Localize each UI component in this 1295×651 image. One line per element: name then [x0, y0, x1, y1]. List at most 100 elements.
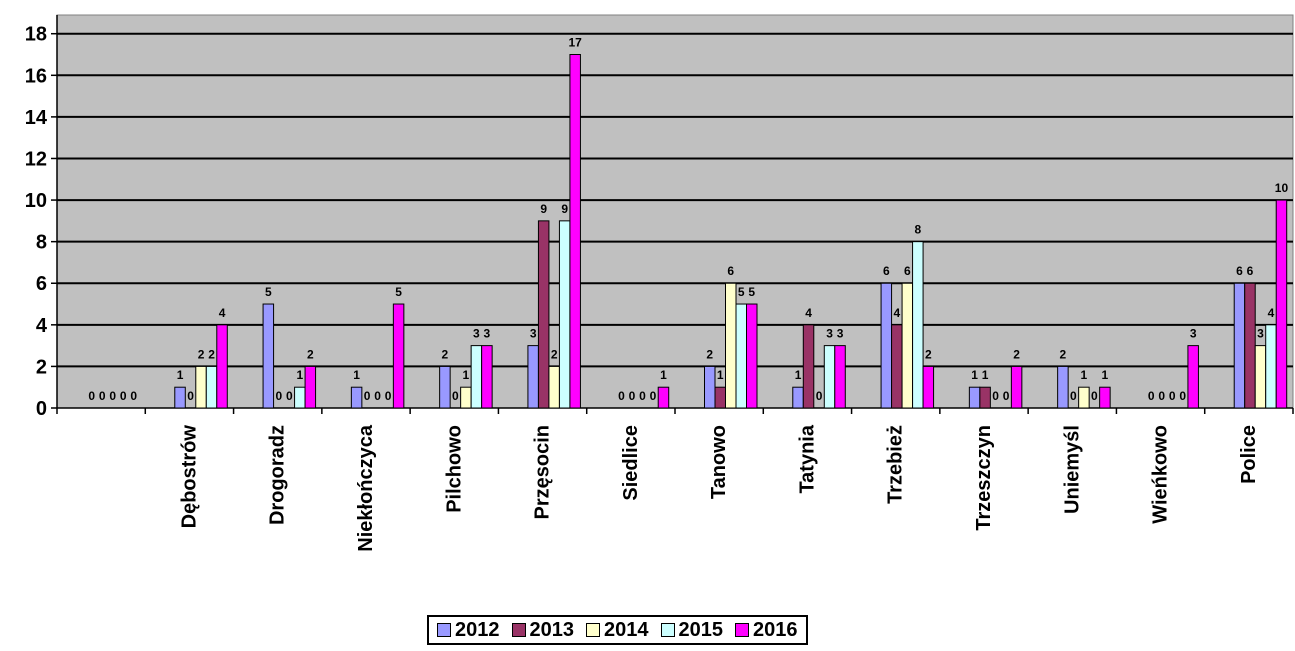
data-label: 4	[893, 306, 900, 320]
bar	[968, 386, 981, 409]
bar	[1244, 282, 1256, 409]
data-label: 0	[88, 389, 95, 403]
y-tick-label: 16	[25, 65, 47, 87]
data-label: 3	[1257, 327, 1264, 341]
data-label: 0	[1091, 389, 1098, 403]
data-label: 0	[187, 389, 194, 403]
bar	[1057, 365, 1069, 409]
data-label: 3	[484, 327, 491, 341]
data-label: 1	[177, 368, 184, 382]
data-label: 0	[452, 389, 459, 403]
bar	[979, 386, 991, 409]
data-label: 2	[307, 347, 314, 361]
legend-label: 2014	[604, 618, 649, 641]
category-label: Tatynia	[796, 424, 818, 493]
category-label: Trzeszczyn	[973, 425, 995, 531]
legend-swatch	[735, 623, 749, 637]
data-label: 6	[1247, 264, 1254, 278]
bar	[1254, 345, 1267, 409]
data-label: 1	[1081, 368, 1088, 382]
legend-item: 2014	[586, 619, 649, 642]
data-label: 1	[296, 368, 303, 382]
data-label: 6	[904, 264, 911, 278]
bar	[548, 365, 560, 409]
y-tick-label: 14	[25, 107, 48, 129]
data-label: 0	[1179, 389, 1186, 403]
data-label: 1	[353, 368, 360, 382]
data-label: 0	[1070, 389, 1077, 403]
bar	[537, 220, 550, 409]
data-label: 0	[130, 389, 137, 403]
data-label: 0	[1169, 389, 1176, 403]
bar	[527, 345, 539, 409]
data-label: 0	[629, 389, 636, 403]
data-label: 0	[286, 389, 293, 403]
data-label: 5	[748, 285, 755, 299]
y-tick-label: 18	[25, 24, 47, 46]
data-label: 0	[639, 389, 646, 403]
y-tick-label: 6	[36, 273, 47, 295]
bar	[174, 386, 186, 409]
data-label: 8	[914, 223, 921, 237]
data-label: 0	[385, 389, 392, 403]
bar	[262, 303, 275, 409]
data-label: 0	[374, 389, 381, 403]
legend-label: 2012	[455, 618, 500, 641]
bar	[439, 365, 451, 409]
data-label: 6	[727, 264, 734, 278]
data-label: 2	[551, 347, 558, 361]
bar	[823, 345, 836, 409]
data-label: 9	[561, 202, 568, 216]
bar	[304, 365, 317, 409]
data-label: 1	[717, 368, 724, 382]
bar	[922, 365, 935, 409]
data-label: 2	[1013, 347, 1020, 361]
legend-label: 2016	[753, 618, 798, 641]
category-label: Niekłończyca	[355, 424, 377, 552]
data-label: 0	[1003, 389, 1010, 403]
bar	[481, 345, 493, 409]
category-label: Dębostrów	[178, 425, 200, 529]
bar	[657, 386, 670, 409]
bar	[470, 345, 483, 409]
data-label: 2	[706, 347, 713, 361]
bar	[880, 282, 893, 409]
bar	[460, 386, 472, 409]
legend-item: 2016	[735, 619, 798, 642]
data-label: 2	[198, 347, 205, 361]
data-label: 3	[1190, 327, 1197, 341]
bar	[569, 54, 581, 409]
data-label: 1	[971, 368, 978, 382]
bar	[912, 241, 924, 409]
data-label: 2	[208, 347, 215, 361]
bar	[746, 303, 758, 409]
bar	[735, 303, 747, 409]
data-label: 0	[992, 389, 999, 403]
data-label: 5	[738, 285, 745, 299]
data-label: 1	[463, 368, 470, 382]
legend-label: 2015	[678, 618, 724, 641]
category-label: Siedlice	[620, 425, 642, 501]
category-label: Wieńkowo	[1150, 425, 1172, 524]
legend-swatch	[437, 623, 451, 637]
y-tick-label: 2	[36, 356, 47, 378]
data-label: 4	[805, 306, 812, 320]
bar	[704, 365, 716, 409]
category-label: Police	[1238, 425, 1260, 484]
legend-item: 2013	[511, 618, 575, 642]
data-label: 0	[109, 389, 116, 403]
legend-item: 2012	[437, 619, 500, 642]
legend-swatch	[586, 623, 600, 637]
y-tick-label: 8	[36, 232, 47, 254]
data-label: 1	[982, 368, 989, 382]
bar	[205, 365, 218, 409]
data-label: 1	[795, 368, 802, 382]
data-label: 0	[650, 389, 657, 403]
data-label: 6	[883, 264, 890, 278]
bar	[1078, 386, 1090, 409]
bar	[1233, 282, 1246, 409]
bar	[558, 220, 571, 409]
legend-label: 2013	[529, 618, 575, 641]
